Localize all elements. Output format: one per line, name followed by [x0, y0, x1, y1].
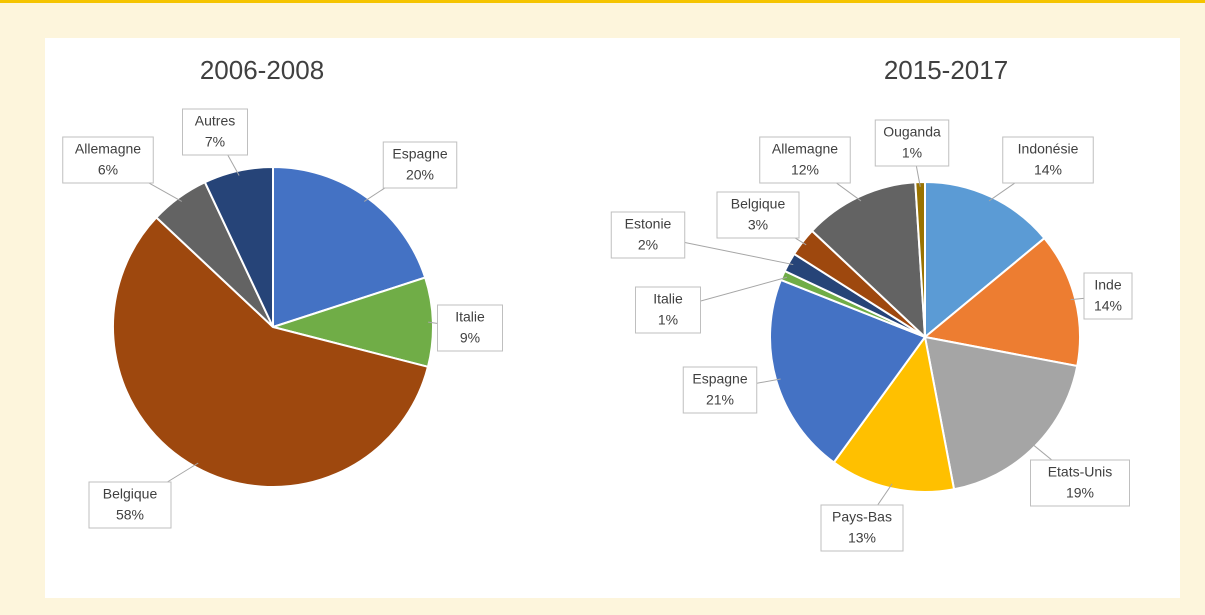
slice-label: Belgique [103, 486, 158, 502]
slice-label: Italie [653, 291, 683, 307]
label-box [635, 286, 701, 334]
label-box [62, 136, 154, 184]
slice-label: Belgique [731, 196, 786, 212]
label-box [610, 211, 686, 259]
slice-value-label: 6% [98, 162, 118, 178]
slice-label: Italie [455, 309, 485, 325]
slice-value-label: 14% [1034, 162, 1062, 178]
label-box [437, 304, 503, 352]
slice-value-label: 1% [902, 145, 922, 161]
slice-value-label: 9% [460, 330, 480, 346]
slice-label: Ouganda [883, 124, 941, 140]
slice-value-label: 1% [658, 312, 678, 328]
label-box [182, 108, 248, 156]
pie-slice [914, 180, 926, 338]
slice-value-label: 7% [205, 134, 225, 150]
pie-slice [832, 334, 956, 493]
pie-slice [810, 181, 927, 340]
top-border [0, 0, 1205, 3]
slice-label: Pays-Bas [832, 509, 892, 525]
pie-slice [922, 236, 1081, 368]
slice-value-label: 58% [116, 507, 144, 523]
slice-label: Autres [195, 113, 235, 129]
slice-value-label: 14% [1094, 298, 1122, 314]
label-box [1002, 136, 1094, 184]
slice-label: Espagne [692, 371, 747, 387]
slice-value-label: 3% [748, 217, 768, 233]
slice-value-label: 21% [706, 392, 734, 408]
slice-label: Inde [1094, 277, 1121, 293]
label-box [88, 481, 172, 529]
label-box [874, 119, 950, 167]
slice-value-label: 20% [406, 167, 434, 183]
label-box [682, 366, 758, 414]
slice-value-label: 19% [1066, 485, 1094, 501]
label-box [1083, 272, 1133, 320]
label-box [820, 504, 904, 552]
slice-label: Indonésie [1018, 141, 1079, 157]
slice-value-label: 12% [791, 162, 819, 178]
chart-title: 2006-2008 [200, 55, 324, 85]
pie-slice [272, 165, 427, 329]
label-box [759, 136, 851, 184]
slice-label: Espagne [392, 146, 447, 162]
pie-slice [269, 276, 434, 369]
slice-value-label: 13% [848, 530, 876, 546]
pie-slice [112, 216, 430, 488]
pie-slice [203, 165, 274, 328]
label-box [382, 141, 458, 189]
chart-title: 2015-2017 [884, 55, 1008, 85]
slice-label: Etats-Unis [1048, 464, 1113, 480]
slice-label: Allemagne [75, 141, 141, 157]
slice-value-label: 2% [638, 237, 658, 253]
slice-label: Estonie [625, 216, 672, 232]
pie-slice [924, 180, 1046, 340]
slice-label: Allemagne [772, 141, 838, 157]
label-box [1030, 459, 1130, 507]
label-box [716, 191, 800, 239]
